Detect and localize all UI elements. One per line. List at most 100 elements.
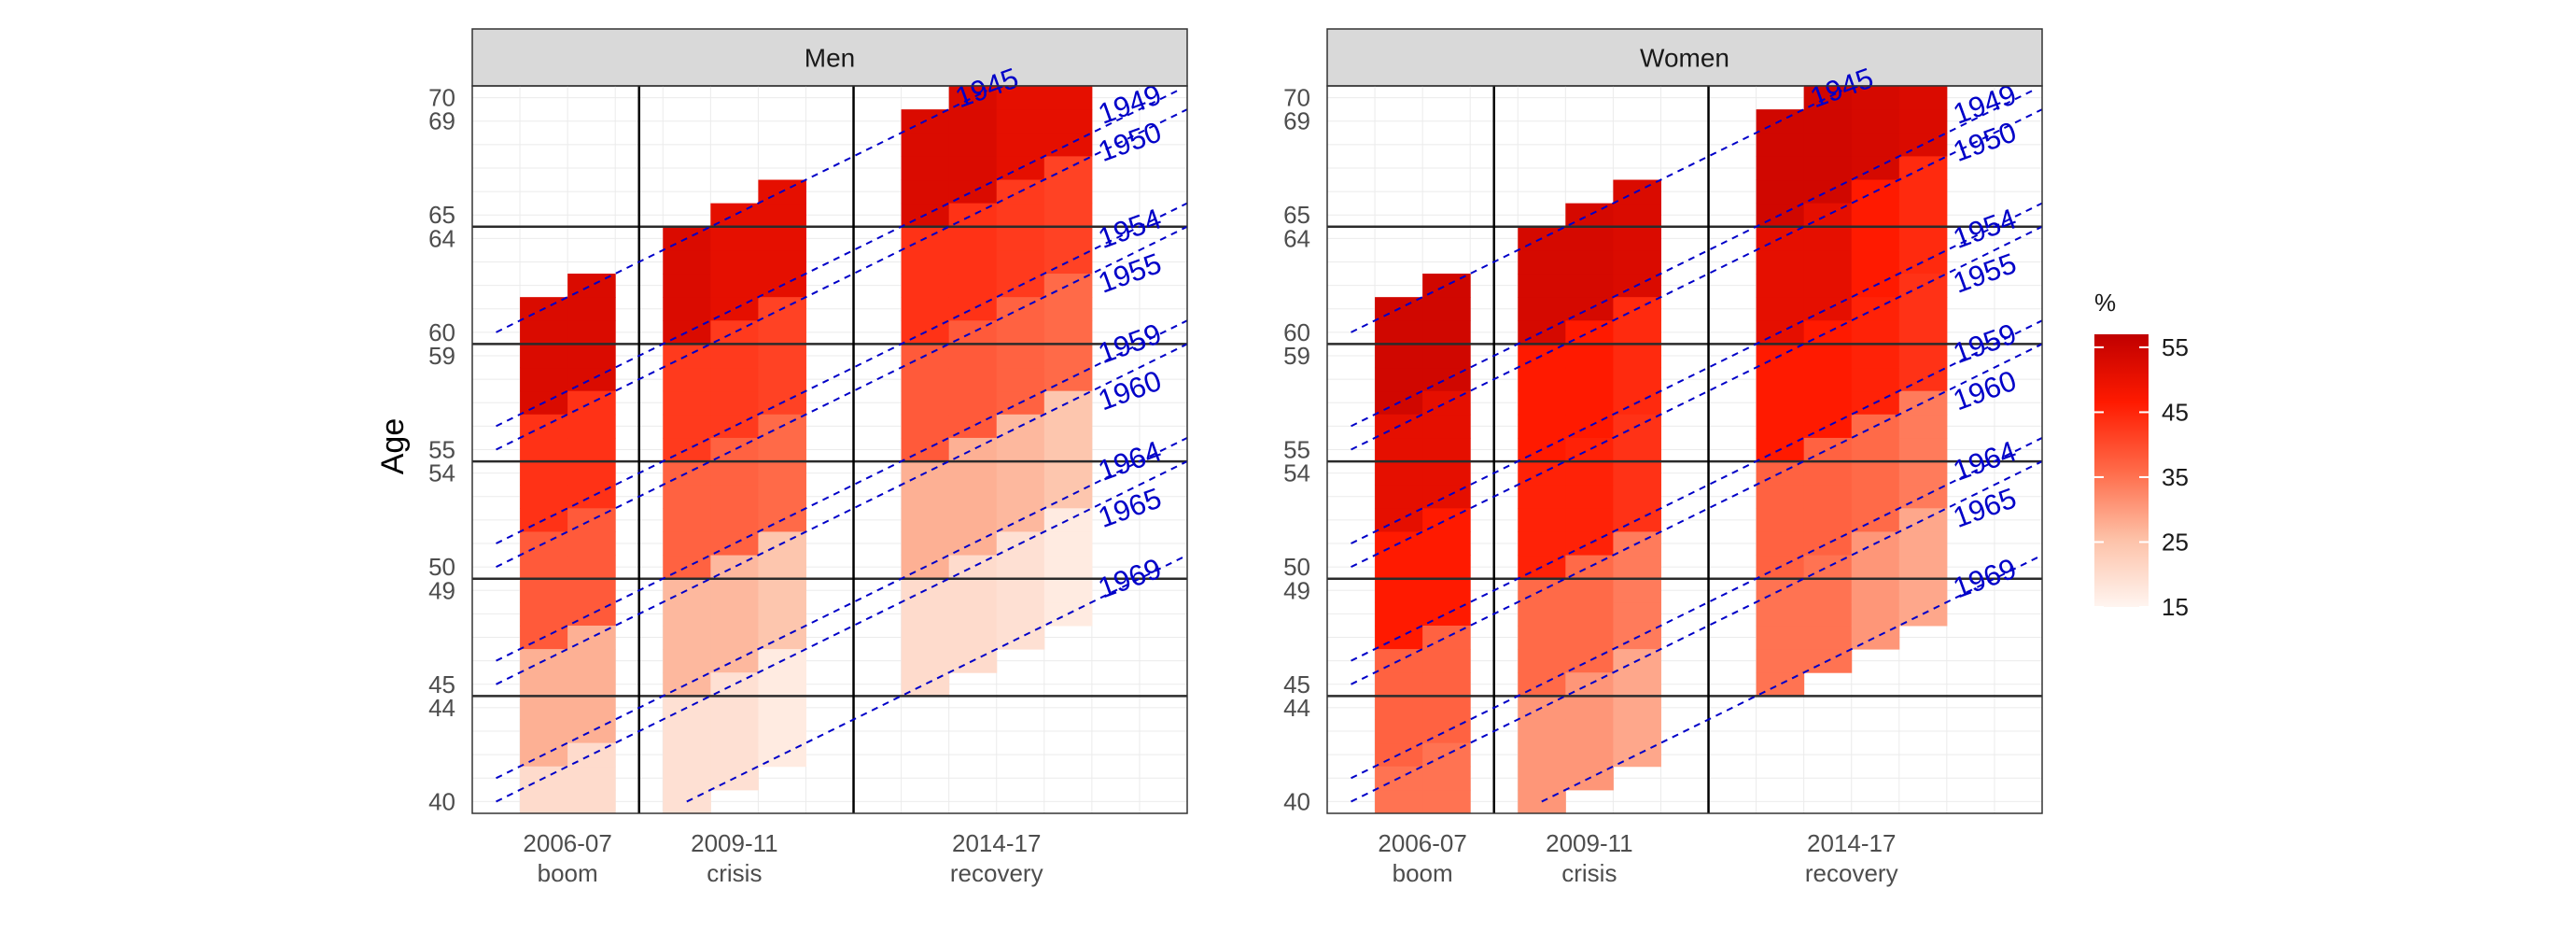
heat-tile [1422, 414, 1471, 439]
y-tick-label: 60 [1283, 318, 1310, 346]
heat-tile [1565, 742, 1614, 768]
heat-tile [948, 485, 998, 509]
x-tick-phase: crisis [1561, 859, 1617, 887]
heat-tile [1518, 742, 1566, 768]
heat-tile [758, 344, 806, 369]
heat-tile [1851, 485, 1900, 509]
heat-tile [901, 274, 950, 298]
heat-tile [1518, 649, 1566, 673]
heat-tile [948, 578, 998, 603]
heat-tile [1565, 719, 1614, 744]
heat-tile [1422, 696, 1471, 720]
heat-tile [1898, 203, 1948, 228]
cohort-label-1954: 1954 [1094, 202, 1166, 254]
heat-tile [1756, 414, 1805, 439]
heat-tile [1756, 649, 1805, 673]
heat-tile [520, 672, 568, 697]
heat-tile [1565, 461, 1614, 486]
heat-tile [996, 320, 1045, 345]
legend-tick-label: 55 [2162, 333, 2189, 361]
heat-tile [1756, 156, 1805, 181]
heat-tile [1375, 437, 1423, 462]
heat-tile [1613, 226, 1661, 251]
heat-tile [1756, 367, 1805, 392]
heat-tile [1043, 320, 1093, 345]
heat-tile [1613, 696, 1661, 720]
heat-tile [1851, 578, 1900, 603]
heat-tile [1756, 274, 1805, 298]
heat-tile [710, 461, 759, 486]
heat-tile [1898, 297, 1948, 321]
heat-tile [1898, 578, 1948, 603]
panel-border [1326, 85, 2043, 814]
heat-tile [1375, 461, 1423, 486]
heat-tile [948, 156, 998, 181]
panel-border [471, 85, 1188, 814]
heat-tile [1803, 625, 1853, 650]
heat-tile [567, 789, 616, 814]
heat-tile [663, 719, 711, 744]
heat-tile [1375, 601, 1423, 627]
heat-tile [1043, 437, 1093, 462]
heat-tile [663, 766, 711, 791]
heat-tile [663, 531, 711, 557]
heat-tile [996, 133, 1045, 157]
heat-tile [948, 249, 998, 275]
heat-tile [1803, 156, 1853, 181]
x-tick-phase: crisis [707, 859, 762, 887]
heat-tile [901, 179, 950, 205]
cohort-label-1969: 1969 [1949, 552, 2021, 604]
heat-tile [1803, 133, 1853, 157]
heat-tile [520, 789, 568, 814]
heat-tile [758, 320, 806, 345]
cohort-line-1945 [1351, 90, 1842, 333]
heat-tile [710, 485, 759, 509]
heat-tile [758, 203, 806, 228]
heat-tile [710, 390, 759, 416]
heat-tile [901, 531, 950, 557]
y-tick-label: 59 [428, 342, 455, 370]
heat-tile [567, 320, 616, 345]
heat-tile [567, 555, 616, 580]
y-tick-label: 40 [428, 787, 455, 815]
x-tick-year: 2006-07 [523, 829, 611, 857]
heat-tile [1613, 578, 1661, 603]
heat-tile [996, 461, 1045, 486]
heat-tile [1422, 649, 1471, 673]
heat-tile [996, 555, 1045, 580]
y-tick-label: 55 [428, 436, 455, 464]
heat-tile [1803, 226, 1853, 251]
heat-tile [1043, 414, 1093, 439]
heat-tile [1851, 601, 1900, 627]
heat-tile [1613, 461, 1661, 486]
heat-tile [710, 742, 759, 768]
heat-tile [948, 461, 998, 486]
heat-tile [758, 672, 806, 697]
heat-tile [1043, 203, 1093, 228]
y-tick-label: 45 [428, 670, 455, 698]
heat-tile [567, 461, 616, 486]
heat-tile [1898, 531, 1948, 557]
heat-tile [948, 274, 998, 298]
heat-tile [520, 344, 568, 369]
x-tick-year: 2014-17 [1807, 829, 1896, 857]
heat-tile [1375, 555, 1423, 580]
heat-tile [758, 367, 806, 392]
heat-tile [1518, 367, 1566, 392]
y-tick-label: 70 [428, 84, 455, 112]
heat-tile [901, 249, 950, 275]
heat-tile [1898, 86, 1948, 110]
heat-tile [1518, 719, 1566, 744]
heat-tile [1851, 437, 1900, 462]
heat-tile [1422, 297, 1471, 321]
heat-tile [1898, 344, 1948, 369]
heat-tile [1375, 578, 1423, 603]
heat-tile [567, 531, 616, 557]
legend-tick-label: 35 [2162, 463, 2189, 491]
heat-tile [1518, 508, 1566, 532]
heat-tile [710, 625, 759, 650]
heat-tile [1375, 719, 1423, 744]
heat-tile [758, 601, 806, 627]
heat-tile [948, 133, 998, 157]
heat-tile [901, 297, 950, 321]
